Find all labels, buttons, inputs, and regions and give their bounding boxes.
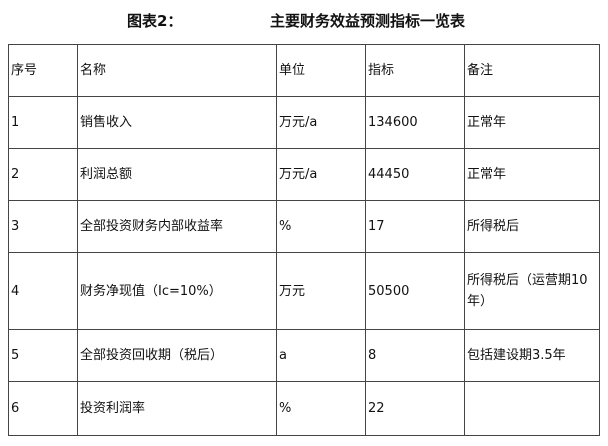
cell-unit: a [276, 329, 366, 382]
cell-unit: 万元 [276, 252, 366, 330]
cell-remark: 所得税后 [464, 200, 600, 253]
cell-index: 6 [8, 381, 78, 436]
cell-remark: 正常年 [464, 148, 600, 201]
cell-name: 全部投资回收期（税后） [77, 329, 277, 382]
cell-index: 5 [8, 329, 78, 382]
header-cell-value: 指标 [365, 44, 465, 97]
header-cell-name: 名称 [77, 44, 277, 97]
figure-label: 图表2： [127, 12, 183, 30]
header-row: 序号 名称 单位 指标 备注 [8, 44, 600, 97]
cell-remark: 正常年 [464, 96, 600, 149]
cell-value: 50500 [365, 252, 465, 330]
cell-unit: 万元/a [276, 148, 366, 201]
cell-unit: % [276, 381, 366, 436]
table-title: 主要财务效益预测指标一览表 [270, 12, 466, 30]
table-row: 5 全部投资回收期（税后） a 8 包括建设期3.5年 [8, 329, 600, 382]
table-row: 4 财务净现值（Ic=10%） 万元 50500 所得税后（运营期10年） [8, 252, 600, 330]
cell-value: 17 [365, 200, 465, 253]
cell-remark [464, 381, 600, 436]
cell-index: 3 [8, 200, 78, 253]
cell-unit: % [276, 200, 366, 253]
cell-value: 8 [365, 329, 465, 382]
cell-index: 4 [8, 252, 78, 330]
cell-value: 44450 [365, 148, 465, 201]
cell-remark: 所得税后（运营期10年） [464, 252, 600, 330]
cell-remark: 包括建设期3.5年 [464, 329, 600, 382]
header-cell-remark: 备注 [464, 44, 600, 97]
cell-value: 134600 [365, 96, 465, 149]
header-cell-index: 序号 [8, 44, 78, 97]
cell-name: 投资利润率 [77, 381, 277, 436]
cell-name: 利润总额 [77, 148, 277, 201]
header-cell-unit: 单位 [276, 44, 366, 97]
cell-index: 2 [8, 148, 78, 201]
table-row: 2 利润总额 万元/a 44450 正常年 [8, 148, 600, 201]
cell-value: 22 [365, 381, 465, 436]
cell-name: 全部投资财务内部收益率 [77, 200, 277, 253]
cell-name: 销售收入 [77, 96, 277, 149]
cell-name: 财务净现值（Ic=10%） [77, 252, 277, 330]
financial-indicators-table: 序号 名称 单位 指标 备注 1 销售收入 万元/a 134600 正常年 2 … [8, 44, 600, 436]
table-row: 3 全部投资财务内部收益率 % 17 所得税后 [8, 200, 600, 253]
cell-index: 1 [8, 96, 78, 149]
cell-unit: 万元/a [276, 96, 366, 149]
table-row: 6 投资利润率 % 22 [8, 381, 600, 436]
table-row: 1 销售收入 万元/a 134600 正常年 [8, 96, 600, 149]
